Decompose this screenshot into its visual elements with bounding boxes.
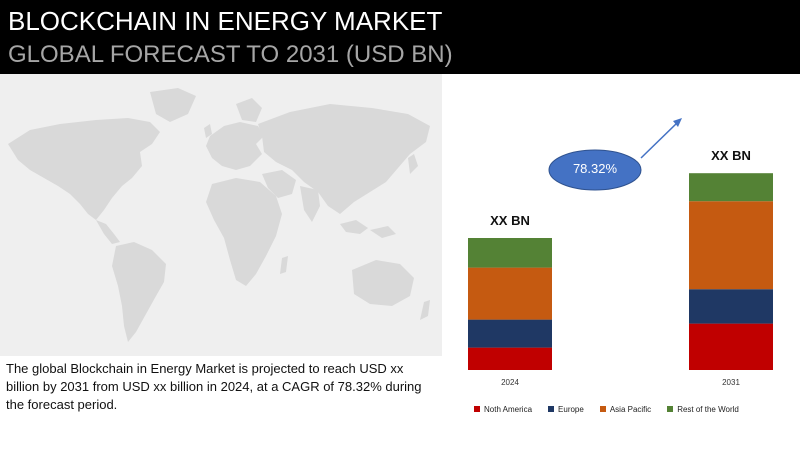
bar-total-label-2031: XX BN [711,148,751,164]
legend-label-asia-pacific: Asia Pacific [609,404,652,414]
growth-arrow-icon [640,121,679,159]
page-title: BLOCKCHAIN IN ENERGY MARKET [8,6,443,36]
bar-segment-europe-2024 [468,319,552,348]
legend-item-north-america: Noth America [474,405,532,414]
legend-item-rest-of-world: Rest of the World [667,405,739,414]
header-banner: BLOCKCHAIN IN ENERGY MARKET GLOBAL FOREC… [0,0,800,74]
legend-swatch-asia-pacific [599,406,606,412]
legend-label-europe: Europe [558,404,584,414]
bar-segment-asia-pacific-2024 [468,267,552,320]
chart-legend: Noth America Europe Asia Pacific Rest of… [474,403,755,415]
legend-label-north-america: Noth America [484,404,533,414]
legend-item-asia-pacific: Asia Pacific [599,404,652,414]
world-map-panel [0,74,442,356]
chart-canvas [468,118,773,370]
page-subtitle: GLOBAL FORECAST TO 2031 (USD BN) [8,41,453,68]
legend-item-europe: Europe [548,405,584,414]
growth-arrow-head [673,118,682,127]
bar-segment-rest-of-world-2024 [468,238,552,268]
cagr-label: 78.32% [572,161,618,176]
bar-segment-asia-pacific-2031 [689,201,773,290]
market-description: The global Blockchain in Energy Market i… [6,361,422,412]
legend-label-rest-of-world: Rest of the World [677,404,739,414]
bar-segment-north-america-2031 [689,323,773,370]
x-tick-2024: 2024 [501,378,519,387]
bar-total-label-2024: XX BN [490,213,530,228]
bar-segment-north-america-2024 [468,347,552,370]
x-tick-2031: 2031 [722,378,740,387]
world-map-icon [8,88,430,342]
bar-segment-europe-2031 [689,289,773,324]
legend-swatch-north-america [474,406,480,412]
stacked-bar-chart: 78.32% XX BN XX BN 2024 2031 [442,74,800,450]
bar-segment-rest-of-world-2031 [689,173,773,202]
legend-swatch-europe [548,406,555,412]
legend-swatch-rest-of-world [667,406,674,412]
cagr-bubble [548,149,642,191]
